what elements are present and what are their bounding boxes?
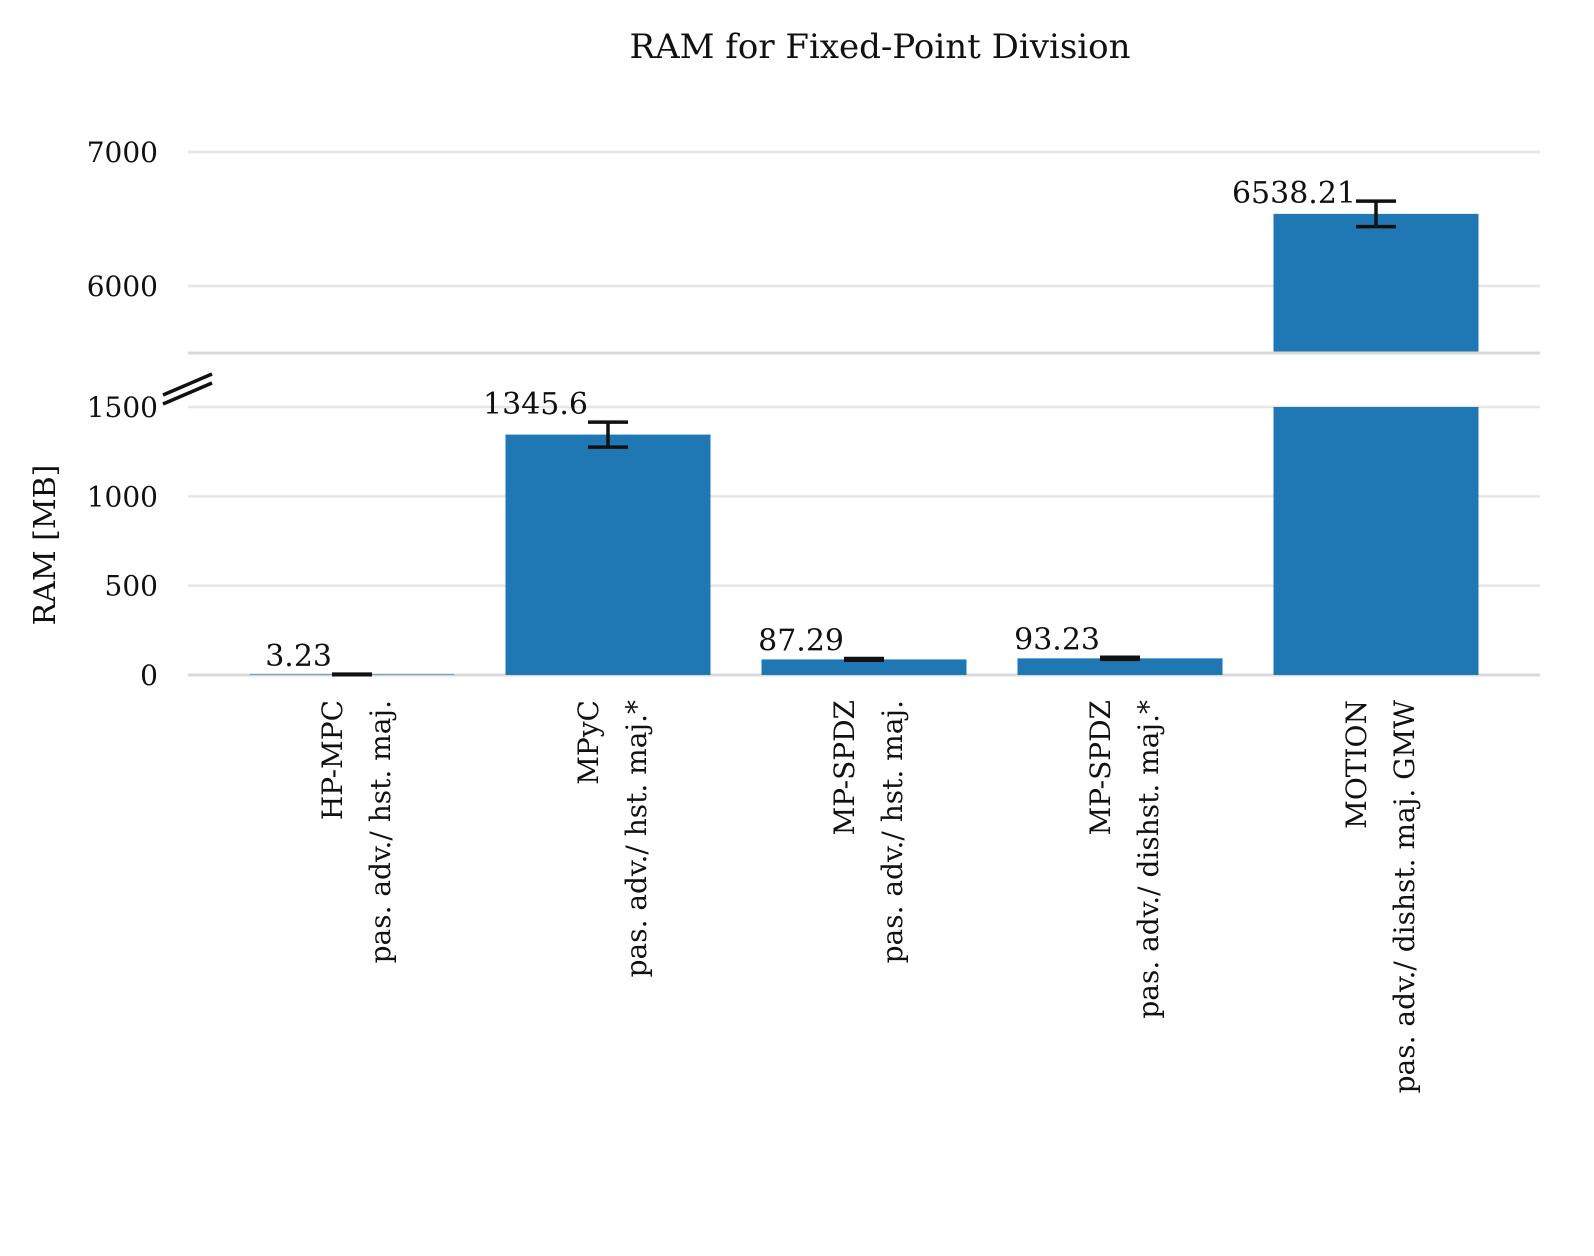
category-name: MP-SPDZ <box>1084 700 1117 835</box>
bar-value-label: 3.23 <box>265 639 332 674</box>
y-tick-label: 1000 <box>87 480 158 513</box>
bar-value-label: 87.29 <box>758 624 844 659</box>
axis-break-mark <box>162 381 213 406</box>
bar <box>1017 658 1223 675</box>
bars <box>249 199 1479 677</box>
y-tick-label: 1500 <box>87 391 158 424</box>
axis-break-mark <box>162 372 213 397</box>
x-category-label: MOTION pas. adv./ dishst. maj. GMW <box>1340 700 1421 1094</box>
y-tick-label: 500 <box>105 570 158 603</box>
y-ticks: 0 500 1000 1500 6000 7000 <box>87 136 158 692</box>
bar-value-label: 1345.6 <box>483 387 588 422</box>
bar <box>1273 213 1479 352</box>
category-setting: pas. adv./ dishst. maj. GMW <box>1388 700 1421 1094</box>
y-tick-label: 6000 <box>87 270 158 303</box>
bar-value-label: 93.23 <box>1014 622 1100 657</box>
bar <box>1273 407 1479 675</box>
chart-title: RAM for Fixed-Point Division <box>629 27 1130 67</box>
bar <box>761 659 967 675</box>
category-setting: pas. adv./ hst. maj. <box>876 700 909 963</box>
category-name: HP-MPC <box>316 700 349 820</box>
x-category-label: HP-MPC pas. adv./ hst. maj. <box>316 700 397 963</box>
category-name: MP-SPDZ <box>828 700 861 835</box>
x-category-label: MPyC pas. adv./ hst. maj.* <box>572 700 653 977</box>
bar <box>505 434 711 675</box>
bar-value-label: 6538.21 <box>1232 176 1356 211</box>
category-setting: pas. adv./ hst. maj. <box>364 700 397 963</box>
x-category-labels: HP-MPC pas. adv./ hst. maj. MPyC pas. adv./… <box>316 700 1421 1094</box>
x-category-label: MP-SPDZ pas. adv./ dishst. maj.* <box>1084 700 1165 1019</box>
category-setting: pas. adv./ dishst. maj.* <box>1132 700 1165 1019</box>
category-setting: pas. adv./ hst. maj.* <box>620 700 653 977</box>
y-tick-label: 7000 <box>87 136 158 169</box>
x-category-label: MP-SPDZ pas. adv./ hst. maj. <box>828 700 909 963</box>
category-name: MOTION <box>1340 700 1373 829</box>
value-labels: 3.23 1345.6 87.29 93.23 6538.21 <box>265 176 1356 674</box>
y-tick-label: 0 <box>140 659 158 692</box>
category-name: MPyC <box>572 700 605 785</box>
y-axis-label: RAM [MB] <box>28 465 63 626</box>
